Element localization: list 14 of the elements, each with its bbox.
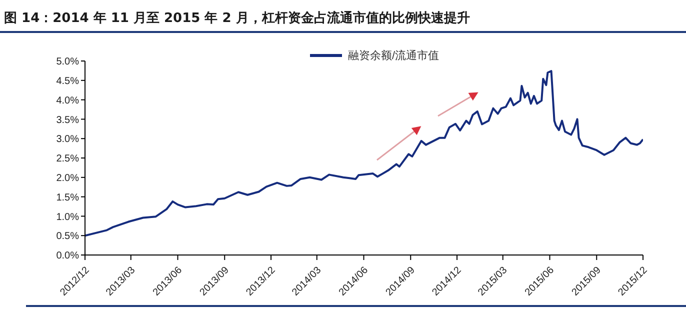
y-tick-label: 3.0%	[56, 134, 80, 146]
legend-label: 融资余额/流通市值	[348, 48, 440, 63]
line-series	[85, 70, 643, 237]
y-tick-label: 0.0%	[56, 250, 80, 262]
y-tick-label: 1.5%	[56, 192, 80, 204]
y-tick-label: 5.0%	[56, 56, 80, 68]
y-tick-label: 2.5%	[56, 154, 80, 165]
chart-title: 图 14：2014 年 11 月至 2015 年 2 月，杠杆资金占流通市值的比例快速提升	[4, 10, 470, 27]
y-tick-label: 4.0%	[56, 95, 80, 106]
y-tick-label: 4.5%	[56, 76, 80, 87]
y-tick-label: 2.0%	[56, 172, 80, 184]
y-tick-label: 0.5%	[56, 231, 80, 242]
y-tick-label: 3.5%	[56, 114, 80, 126]
y-tick-label: 1.0%	[56, 212, 80, 223]
